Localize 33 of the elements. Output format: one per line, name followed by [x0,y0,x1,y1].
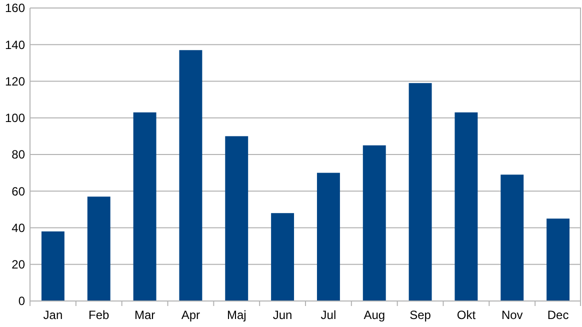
x-tick-label: Maj [226,308,246,322]
bar [454,112,478,301]
x-tick-label: Jun [272,308,292,322]
y-tick-label: 20 [12,258,26,272]
bar [546,218,570,301]
y-tick-label: 0 [18,294,26,308]
bar [408,83,432,301]
x-tick-label: Mar [134,308,156,322]
bar [87,196,110,301]
x-tick-label: Okt [456,308,476,322]
x-tick-label: Apr [181,308,200,322]
y-tick-label: 140 [4,38,26,52]
x-tick-label: Sep [410,308,432,322]
y-tick-label: 120 [4,74,26,88]
x-tick-label: Aug [364,308,386,322]
x-tick-label: Jul [320,308,336,322]
bar [500,174,524,301]
x-tick-label: Nov [501,308,523,322]
bar [362,145,386,301]
y-tick-label: 100 [4,111,26,126]
bar [179,50,202,301]
bar [316,172,340,301]
x-tick-label: Jan [43,308,63,322]
y-tick-label: 160 [4,1,26,16]
bar [41,231,64,301]
y-tick-label: 80 [12,148,26,162]
bar [133,112,156,301]
y-tick-label: 60 [12,184,26,198]
bar [271,213,294,301]
x-tick-label: Feb [88,308,110,322]
y-tick-label: 40 [12,220,26,235]
bar [225,136,248,301]
x-tick-label: Dec [547,308,569,322]
